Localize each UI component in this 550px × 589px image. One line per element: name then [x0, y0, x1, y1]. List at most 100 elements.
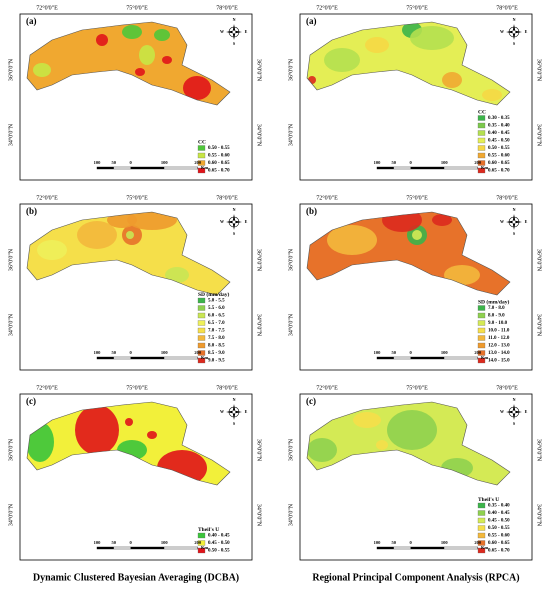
contour-zone — [147, 431, 157, 439]
contour-zone — [387, 410, 437, 450]
lon-label: 72°0'0"E — [316, 4, 338, 11]
legend-label: 5.5 - 6.0 — [208, 306, 225, 311]
scale-tick: 50 — [392, 160, 397, 165]
lat-label: 36°0'0"N — [7, 248, 14, 271]
map-panel: 72°0'0"E 75°0'0"E 78°0'0"E 36°0'0"N 36°0'0"N… — [7, 384, 263, 561]
compass: N E S W — [220, 207, 248, 236]
compass-letter: E — [525, 219, 528, 224]
legend-swatch — [197, 312, 206, 319]
legend-label: 11.0 - 12.0 — [488, 336, 510, 341]
lat-label: 34°0'0"N — [287, 313, 294, 336]
column-caption: Regional Principal Component Analysis (R… — [312, 572, 519, 583]
legend-swatch — [197, 145, 206, 151]
contours — [33, 25, 211, 100]
compass-letter: N — [513, 207, 516, 212]
scale-tick: 100 — [161, 160, 169, 165]
legend-swatch — [477, 342, 486, 349]
lon-label: 78°0'0"E — [216, 4, 238, 11]
scale-tick: 100 — [441, 350, 449, 355]
legend-swatch — [197, 547, 206, 554]
compass-letter: W — [220, 409, 224, 414]
legend-label: 7.5 - 8.0 — [208, 336, 225, 341]
legend-label: 0.60 - 0.65 — [208, 161, 230, 166]
legend-label: 0.55 - 0.60 — [488, 534, 510, 539]
scale-tick: 50 — [112, 540, 117, 545]
lat-label: 34°0'0"N — [287, 503, 294, 526]
compass: N E S W — [500, 17, 528, 46]
lat-label: 36°0'0"N — [287, 248, 294, 271]
legend-label: 0.50 - 0.55 — [488, 146, 510, 151]
scale-tick: 50 — [392, 540, 397, 545]
legend-swatch — [197, 335, 206, 341]
contour-zone — [442, 72, 462, 88]
legend-swatch — [477, 335, 486, 341]
legend-swatch — [477, 327, 486, 334]
scale-frame — [376, 356, 479, 360]
compass-letter: W — [500, 219, 504, 224]
scale-seg — [377, 357, 394, 359]
legend-label: 0.35 - 0.40 — [488, 504, 510, 509]
contour-zone — [77, 221, 117, 249]
lon-label: 78°0'0"E — [496, 384, 518, 391]
lon-label: 72°0'0"E — [36, 384, 58, 391]
lat-label: 34°0'0"N — [536, 314, 543, 337]
lon-label: 72°0'0"E — [36, 4, 58, 11]
compass-star — [506, 214, 522, 230]
lat-label: 34°0'0"N — [256, 124, 263, 147]
scale-unit: Km — [481, 355, 489, 360]
legend-swatch — [477, 167, 486, 174]
contour-zone — [353, 412, 381, 428]
legend-title: Theil's U — [478, 497, 499, 503]
map-panel: 72°0'0"E 75°0'0"E 78°0'0"E 36°0'0"N 36°0'0"N… — [287, 4, 543, 181]
legend-label: 0.45 - 0.50 — [488, 519, 510, 524]
lon-label: 75°0'0"E — [126, 384, 148, 391]
compass-letter: S — [233, 41, 236, 46]
lat-label: 36°0'0"N — [256, 249, 263, 272]
panel-label: (a) — [26, 16, 37, 26]
contours — [327, 212, 480, 285]
legend-label: 0.50 - 0.55 — [208, 146, 230, 151]
lat-label: 36°0'0"N — [536, 59, 543, 82]
legend-label: 14.0 - 15.0 — [488, 359, 510, 364]
scale-tick: 0 — [409, 160, 412, 165]
scale-seg — [130, 167, 165, 169]
lon-label: 75°0'0"E — [126, 4, 148, 11]
legend-swatch — [477, 532, 486, 539]
compass-star — [226, 24, 242, 40]
lat-label: 36°0'0"N — [7, 438, 14, 461]
scale-tick: 0 — [129, 540, 132, 545]
scale-unit: Km — [201, 355, 209, 360]
legend-label: 13.0 - 14.0 — [488, 351, 510, 356]
legend-label: 10.0 - 11.0 — [488, 329, 510, 334]
contour-zone — [410, 26, 454, 50]
lat-label: 34°0'0"N — [7, 313, 14, 336]
legend-label: 0.60 - 0.65 — [488, 541, 510, 546]
compass: N E S W — [500, 207, 528, 236]
legend-swatch — [197, 540, 206, 546]
legend-label: 6.0 - 6.5 — [208, 314, 225, 319]
scale-tick: 100 — [374, 350, 382, 355]
scale-unit: Km — [481, 165, 489, 170]
contour-zone — [482, 89, 502, 101]
scale-tick: 0 — [409, 350, 412, 355]
scale-frame — [96, 166, 199, 170]
legend-swatch — [477, 357, 486, 364]
panel-label: (c) — [26, 396, 36, 406]
legend-swatch — [477, 160, 486, 166]
contour-zone — [165, 267, 189, 283]
legend-label: 0.55 - 0.60 — [488, 154, 510, 159]
map-panel: 72°0'0"E 75°0'0"E 78°0'0"E 36°0'0"N 36°0'0"N… — [7, 4, 263, 181]
legend-label: 0.50 - 0.55 — [488, 526, 510, 531]
compass-letter: W — [500, 409, 504, 414]
legend-label: 0.65 - 0.70 — [208, 169, 230, 174]
contour-zone — [376, 440, 388, 450]
compass-letter: W — [220, 219, 224, 224]
legend-label: 6.5 - 7.0 — [208, 321, 225, 326]
compass-letter: N — [513, 397, 516, 402]
scale-seg — [97, 547, 114, 549]
lon-label: 75°0'0"E — [406, 4, 428, 11]
